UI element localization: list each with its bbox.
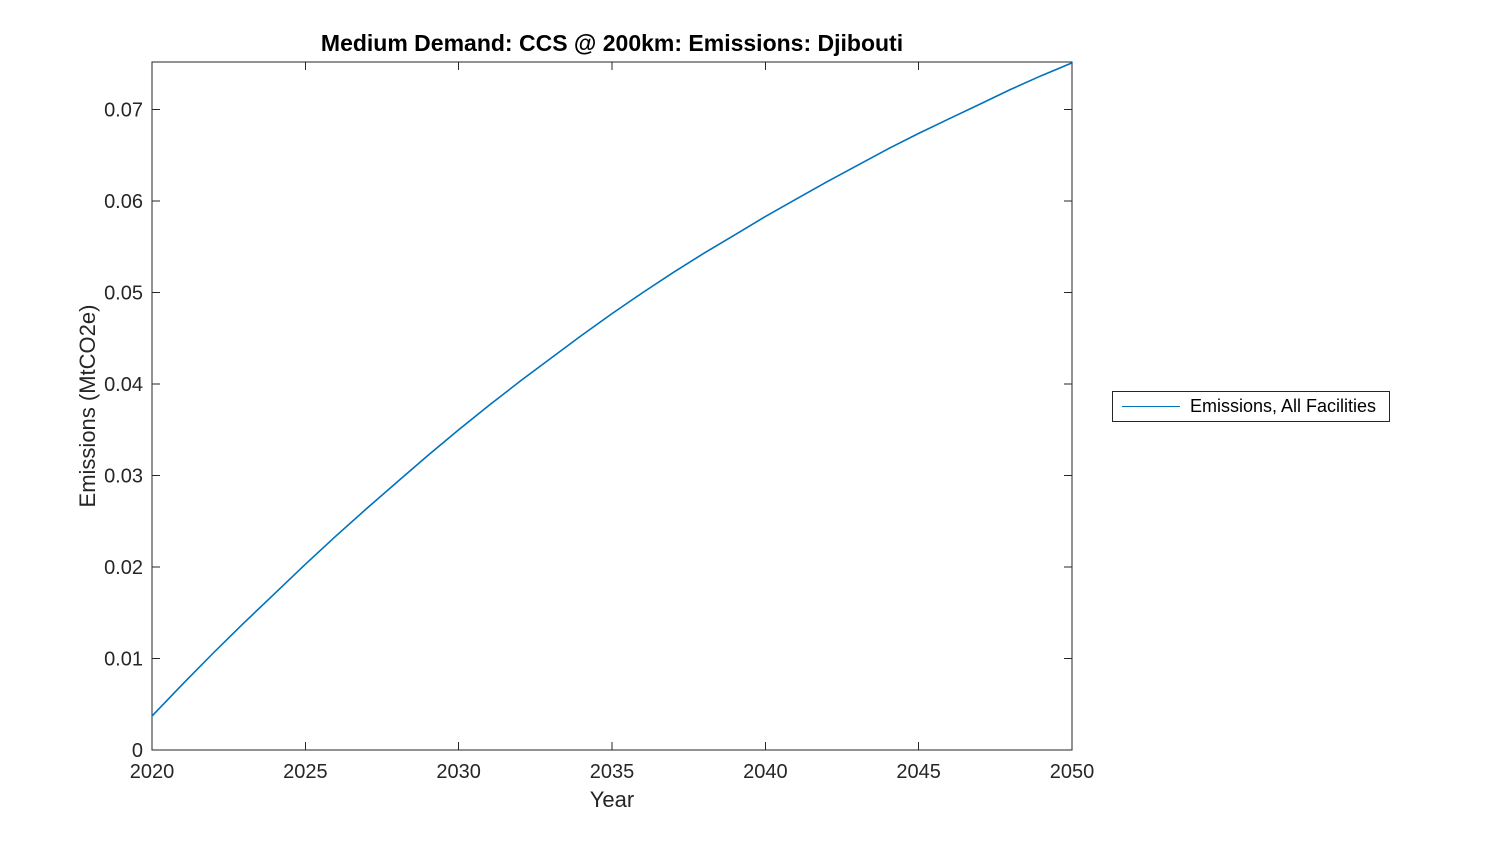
legend-line-sample-icon (1122, 406, 1180, 407)
y-tick-label: 0.03 (104, 466, 143, 488)
x-tick-label: 2045 (896, 761, 941, 783)
x-tick-label: 2040 (743, 761, 788, 783)
y-tick-label: 0.07 (104, 100, 143, 122)
chart-title: Medium Demand: CCS @ 200km: Emissions: D… (320, 30, 904, 56)
x-tick-label: 2030 (436, 761, 481, 783)
y-tick-label: 0 (132, 740, 143, 762)
plot-border (151, 61, 1073, 751)
x-tick-label: 2025 (283, 761, 328, 783)
y-axis-label: Emissions (MtCO2e) (75, 304, 100, 508)
y-tick-label: 0.05 (104, 283, 143, 305)
y-tick-label: 0.04 (104, 374, 143, 396)
legend: Emissions, All Facilities (1112, 391, 1390, 422)
legend-label: Emissions, All Facilities (1190, 396, 1377, 416)
x-tick-label: 2035 (590, 761, 635, 783)
y-tick-label: 0.02 (104, 557, 143, 579)
x-axis-label: Year (589, 787, 635, 812)
y-tick-label: 0.06 (104, 191, 143, 213)
series-line (151, 62, 1073, 717)
x-tick-label: 2020 (130, 761, 175, 783)
y-tick-label: 0.01 (104, 649, 143, 671)
x-tick-label: 2050 (1050, 761, 1095, 783)
